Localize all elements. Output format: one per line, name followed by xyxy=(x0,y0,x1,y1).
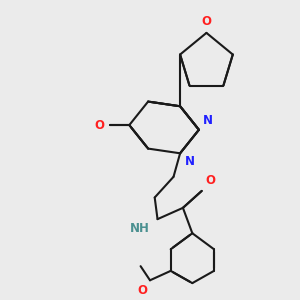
Text: O: O xyxy=(201,15,212,28)
Text: N: N xyxy=(185,155,195,168)
Text: O: O xyxy=(137,284,147,297)
Text: O: O xyxy=(206,174,215,187)
Text: N: N xyxy=(203,114,213,127)
Text: NH: NH xyxy=(130,222,150,235)
Text: O: O xyxy=(95,118,105,132)
